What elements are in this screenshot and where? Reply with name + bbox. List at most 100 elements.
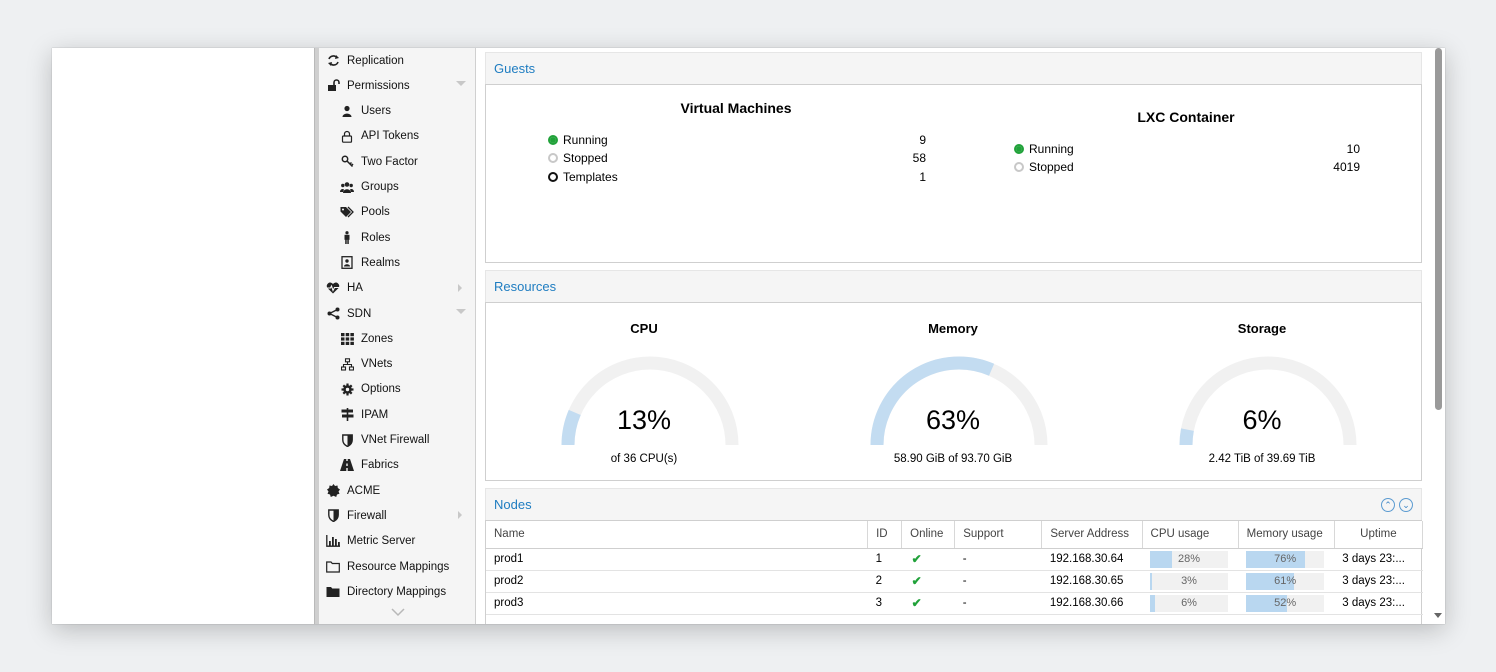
online-check-icon: ✔ — [911, 574, 922, 588]
lxc-title: LXC Container — [1137, 109, 1235, 125]
nav-item-options[interactable]: Options — [319, 377, 476, 402]
node-name: prod2 — [486, 570, 868, 593]
nav-item-label: SDN — [347, 307, 372, 320]
resources-panel-header: Resources — [485, 270, 1422, 302]
node-name: prod1 — [486, 548, 868, 571]
gauge-title: CPU — [630, 321, 658, 336]
nav-item-vnets[interactable]: VNets — [319, 352, 476, 377]
nav-item-users[interactable]: Users — [319, 99, 476, 124]
gauge-arc — [870, 356, 1048, 446]
folder-outline-icon — [326, 560, 340, 574]
nav-item-zones[interactable]: Zones — [319, 326, 476, 351]
gauge-percent: 13% — [616, 405, 672, 435]
table-row[interactable]: prod3 3 ✔ -192.168.30.66 6% 52% 3 days 23:... — [486, 592, 1423, 615]
nav-item-sdn[interactable]: SDN — [319, 301, 476, 326]
node-cpu-usage-bar: 3% — [1150, 572, 1229, 590]
gauge-arc — [561, 356, 739, 446]
collapse-up-icon[interactable]: ⌃ — [1381, 498, 1395, 512]
male-icon — [340, 231, 354, 245]
gauge-fill — [1179, 428, 1194, 446]
column-header-uptime[interactable]: Uptime — [1334, 521, 1424, 549]
address-book-icon — [340, 256, 354, 270]
node-online: ✔ — [901, 570, 955, 593]
stopped-status-icon — [548, 153, 558, 164]
nodes-header-title: Nodes — [494, 497, 532, 512]
nav-item-label: ACME — [347, 484, 381, 497]
nav-item-label: Options — [361, 383, 401, 396]
node-online: ✔ — [901, 592, 955, 615]
node-memory-usage-bar-label: 76% — [1274, 552, 1297, 565]
online-check-icon: ✔ — [911, 596, 922, 610]
stopped-status-icon — [1014, 162, 1024, 173]
nodes-table: Name ID Online Support Server Address CPU usa… — [486, 521, 1424, 615]
nav-item-groups[interactable]: Groups — [319, 175, 476, 200]
panel-splitter[interactable] — [314, 48, 319, 624]
guest-status-label: Stopped — [563, 151, 608, 166]
nav-item-label: Groups — [361, 181, 399, 193]
gauge-fill — [870, 356, 995, 446]
expander-collapse-icon[interactable] — [456, 81, 466, 87]
nav-item-two-factor[interactable]: Two Factor — [319, 149, 476, 174]
node-uptime: 3 days 23:... — [1334, 548, 1423, 571]
nav-item-roles[interactable]: Roles — [319, 225, 476, 250]
scrollbar-thumb[interactable] — [1435, 48, 1442, 410]
nav-item-label: Roles — [361, 231, 391, 244]
expander-collapse-icon[interactable] — [456, 309, 466, 314]
guest-status-stopped: Stopped — [548, 149, 608, 167]
nav-item-label: Resource Mappings — [347, 560, 450, 573]
nav-item-permissions[interactable]: Permissions — [319, 73, 476, 98]
nav-scroll-down-icon[interactable] — [390, 606, 406, 618]
road-icon — [340, 458, 354, 472]
node-cpu-usage-bar-fill — [1150, 572, 1153, 590]
nodes-panel-header: Nodes ⌃ ⌄ — [485, 488, 1422, 520]
key-icon — [340, 155, 354, 169]
node-cpu-usage-bar-fill — [1150, 594, 1155, 612]
content-scrollbar[interactable] — [1432, 48, 1445, 624]
column-header-server-address[interactable]: Server Address — [1041, 521, 1143, 549]
nav-item-firewall[interactable]: Firewall — [319, 503, 476, 528]
node-support: - — [954, 570, 1042, 593]
nav-item-replication[interactable]: Replication — [319, 48, 476, 73]
replication-icon — [326, 54, 340, 68]
guest-status-label: Running — [563, 133, 608, 147]
nav-item-label: Replication — [347, 54, 404, 67]
node-id: 1 — [867, 548, 902, 571]
scroll-down-arrow-icon[interactable] — [1434, 613, 1442, 618]
expand-down-icon[interactable]: ⌄ — [1399, 498, 1413, 512]
nav-item-resource-mappings[interactable]: Resource Mappings — [319, 554, 476, 579]
nav-item-label: API Tokens — [361, 130, 419, 143]
nav-item-realms[interactable]: Realms — [319, 250, 476, 275]
nav-item-label: Metric Server — [347, 535, 416, 548]
expander-expand-icon[interactable] — [458, 283, 462, 292]
nav-item-fabrics[interactable]: Fabrics — [319, 453, 476, 478]
column-header-memory-usage[interactable]: Memory usage — [1238, 521, 1335, 549]
node-memory-usage-bar-label: 61% — [1274, 574, 1297, 587]
gauge-track — [1179, 356, 1357, 446]
expander-expand-icon[interactable] — [458, 511, 462, 520]
column-header-cpu-usage[interactable]: CPU usage — [1142, 521, 1239, 549]
nav-item-directory-mappings[interactable]: Directory Mappings — [319, 579, 476, 604]
running-status-icon — [548, 135, 558, 145]
column-header-support[interactable]: Support — [954, 521, 1043, 549]
column-header-id[interactable]: ID — [867, 521, 903, 549]
node-address: 192.168.30.64 — [1041, 548, 1143, 571]
nav-item-vnet-firewall[interactable]: VNet Firewall — [319, 428, 476, 453]
guest-status-count: 58 — [912, 151, 926, 166]
nav-item-ha[interactable]: HA — [319, 276, 476, 301]
column-header-online[interactable]: Online — [901, 521, 956, 549]
column-header-name[interactable]: Name — [486, 521, 869, 549]
table-row[interactable]: prod1 1 ✔ -192.168.30.64 28% 76% 3 days 23:... — [486, 548, 1423, 571]
nav-item-api-tokens[interactable]: API Tokens — [319, 124, 476, 149]
nav-item-metric-server[interactable]: Metric Server — [319, 529, 476, 554]
table-row[interactable]: prod2 2 ✔ -192.168.30.65 3% 61% 3 days 23:... — [486, 570, 1423, 593]
gauge-cpu: CPU 13% of 36 CPU(s) — [494, 303, 794, 468]
gauge-title: Memory — [928, 321, 978, 336]
gauge-fill — [561, 409, 581, 446]
nav-item-ipam[interactable]: IPAM — [319, 402, 476, 427]
resource-tree-panel — [52, 48, 314, 624]
folder-icon — [326, 585, 340, 599]
nav-item-pools[interactable]: Pools — [319, 200, 476, 225]
nav-item-label: VNets — [361, 358, 393, 371]
tags-icon — [340, 205, 354, 219]
nav-item-acme[interactable]: ACME — [319, 478, 476, 503]
